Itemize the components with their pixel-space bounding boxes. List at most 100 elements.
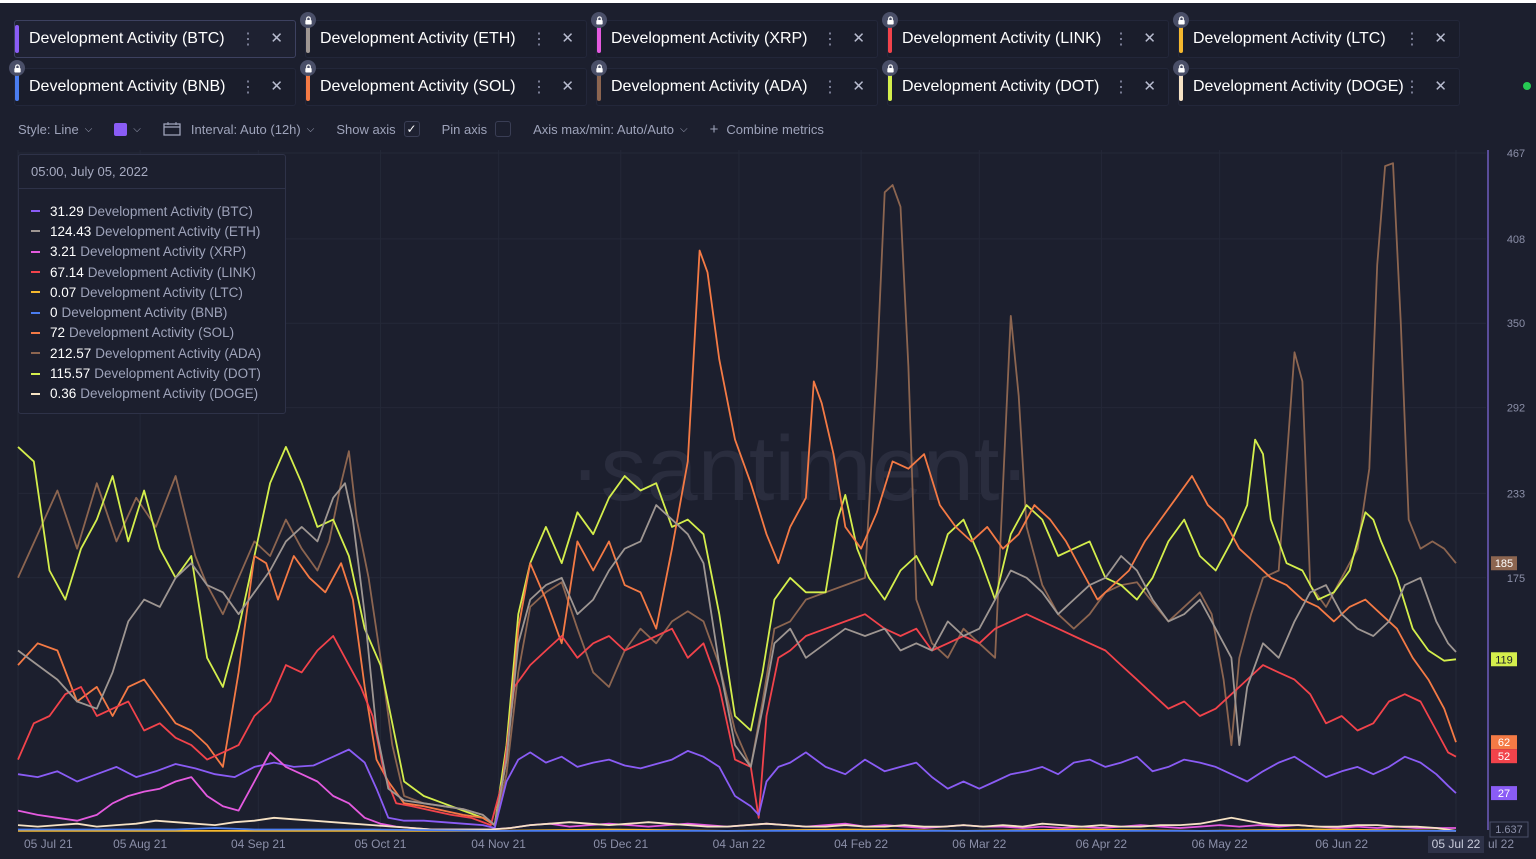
tooltip-series-name: Development Activity (DOT) <box>94 366 261 382</box>
value-badge-label: 119 <box>1495 654 1513 666</box>
y-tick-label: 292 <box>1507 403 1525 415</box>
x-tick-label: 06 Mar 22 <box>952 837 1006 851</box>
tab-label: Development Activity (LTC) <box>1193 30 1386 47</box>
metric-tab[interactable]: Development Activity (LTC) ⋮ ✕ <box>1173 12 1460 58</box>
more-options-icon[interactable]: ⋮ <box>1113 31 1129 48</box>
tooltip-value: 0.07 <box>50 284 77 300</box>
tooltip-value: 3.21 <box>50 244 77 260</box>
status-dot <box>1523 82 1531 90</box>
series-marker <box>31 210 40 213</box>
watermark: ·santiment· <box>570 418 1030 520</box>
close-icon[interactable]: ✕ <box>561 30 574 47</box>
style-selector[interactable]: Style: Line ⌵ <box>18 122 92 137</box>
close-icon[interactable]: ✕ <box>1143 78 1156 95</box>
tooltip-date: 05:00, July 05, 2022 <box>19 155 285 189</box>
x-tick-label: 06 May 22 <box>1192 837 1248 851</box>
series-marker <box>31 372 40 375</box>
pin-axis-toggle[interactable]: Pin axis <box>442 121 512 137</box>
more-options-icon[interactable]: ⋮ <box>1404 79 1420 96</box>
tab-color-bar <box>597 73 601 101</box>
show-axis-label: Show axis <box>336 121 396 137</box>
plus-icon: + <box>709 120 719 138</box>
more-options-icon[interactable]: ⋮ <box>531 79 547 96</box>
more-options-icon[interactable]: ⋮ <box>822 31 838 48</box>
x-axis: 05 Jul 21 05 Aug 21 04 Sep 21 05 Oct 21 04 N… <box>24 836 1514 853</box>
more-options-icon[interactable]: ⋮ <box>240 79 256 96</box>
metric-tab[interactable]: Development Activity (BNB) ⋮ ✕ <box>9 60 296 106</box>
tooltip-row: 115.57 Development Activity (DOT) <box>31 363 285 383</box>
color-selector[interactable]: ⌵ <box>114 122 141 136</box>
close-icon[interactable]: ✕ <box>270 30 283 47</box>
lock-icon <box>1173 12 1189 28</box>
tab-label: Development Activity (SOL) <box>320 78 516 95</box>
axis-maxmin-label: Axis max/min: Auto/Auto <box>533 121 675 137</box>
tab-color-bar <box>306 25 310 53</box>
tab-label: Development Activity (DOGE) <box>1193 78 1404 95</box>
metric-tab[interactable]: Development Activity (LINK) ⋮ ✕ <box>882 12 1169 58</box>
axis-maxmin-selector[interactable]: Axis max/min: Auto/Auto ⌵ <box>533 122 688 137</box>
series-layer <box>17 162 1457 832</box>
close-icon[interactable]: ✕ <box>852 30 865 47</box>
tooltip-value: 212.57 <box>50 345 92 361</box>
combine-metrics-button[interactable]: + Combine metrics <box>710 121 824 138</box>
tooltip-value: 0 <box>50 305 58 321</box>
series-line <box>17 162 1457 826</box>
close-icon[interactable]: ✕ <box>1434 78 1447 95</box>
tooltip-row: 3.21 Development Activity (XRP) <box>31 242 285 262</box>
value-badge-label: 62 <box>1498 737 1510 749</box>
chevron-down-icon: ⌵ <box>84 123 93 135</box>
show-axis-toggle[interactable]: Show axis ✓ <box>336 121 420 137</box>
more-options-icon[interactable]: ⋮ <box>822 79 838 96</box>
close-icon[interactable]: ✕ <box>270 78 283 95</box>
check-icon: ✓ <box>403 121 420 137</box>
series-marker <box>31 352 40 355</box>
metric-tab[interactable]: Development Activity (ADA) ⋮ ✕ <box>591 60 878 106</box>
value-badge <box>1491 652 1517 667</box>
more-options-icon[interactable]: ⋮ <box>1113 79 1129 96</box>
metric-tab[interactable]: Development Activity (BTC) ⋮ ✕ <box>14 20 296 58</box>
tooltip-value: 0.36 <box>50 386 77 402</box>
metric-tab[interactable]: Development Activity (DOGE) ⋮ ✕ <box>1173 60 1460 106</box>
more-options-icon[interactable]: ⋮ <box>531 31 547 48</box>
tooltip-series-name: Development Activity (LTC) <box>80 284 243 300</box>
close-icon[interactable]: ✕ <box>1434 30 1447 47</box>
close-icon[interactable]: ✕ <box>1143 30 1156 47</box>
combine-metrics-label: Combine metrics <box>726 121 824 137</box>
interval-selector[interactable]: Interval: Auto (12h) ⌵ <box>163 122 314 137</box>
close-icon[interactable]: ✕ <box>852 78 865 95</box>
metric-tab[interactable]: Development Activity (XRP) ⋮ ✕ <box>591 12 878 58</box>
x-tick-label: 05 Oct 21 <box>354 837 406 851</box>
pin-axis-checkbox <box>495 121 512 137</box>
metric-tab[interactable]: Development Activity (SOL) ⋮ ✕ <box>300 60 587 106</box>
x-tick-label: 05 Jul 21 <box>24 837 73 851</box>
lock-icon <box>591 12 607 28</box>
tab-color-bar <box>15 25 19 53</box>
x-current-label-box <box>1428 836 1484 853</box>
metric-tab[interactable]: Development Activity (DOT) ⋮ ✕ <box>882 60 1169 106</box>
tooltip-series-name: Development Activity (LINK) <box>87 264 256 280</box>
tooltip-value: 124.43 <box>50 223 92 239</box>
close-icon[interactable]: ✕ <box>561 78 574 95</box>
tooltip-row: 124.43 Development Activity (ETH) <box>31 221 285 241</box>
top-border <box>0 0 1536 3</box>
y-tick-label: 350 <box>1507 318 1525 330</box>
calendar-icon <box>163 122 181 136</box>
more-options-icon[interactable]: ⋮ <box>1404 31 1420 48</box>
x-tick-label: 04 Feb 22 <box>834 837 888 851</box>
pin-axis-label: Pin axis <box>441 121 488 137</box>
metric-tab[interactable]: Development Activity (ETH) ⋮ ✕ <box>300 12 587 58</box>
tab-label: Development Activity (ETH) <box>320 30 516 47</box>
series-marker <box>31 291 40 294</box>
tooltip-series-name: Development Activity (ADA) <box>95 345 262 361</box>
x-tick-label-partial: ul 22 <box>1488 837 1514 851</box>
x-tick-label: 06 Apr 22 <box>1076 837 1128 851</box>
series-marker <box>31 230 40 233</box>
more-options-icon[interactable]: ⋮ <box>240 31 256 48</box>
chevron-down-icon: ⌵ <box>133 123 141 135</box>
series-line <box>17 249 1457 826</box>
chart-toolbar: Style: Line ⌵ ⌵ Interval: Auto (12h) ⌵ S… <box>18 118 846 140</box>
value-badge <box>1491 786 1517 801</box>
tab-label: Development Activity (BNB) <box>29 78 226 95</box>
lock-icon <box>882 12 898 28</box>
series-line <box>17 751 1456 831</box>
